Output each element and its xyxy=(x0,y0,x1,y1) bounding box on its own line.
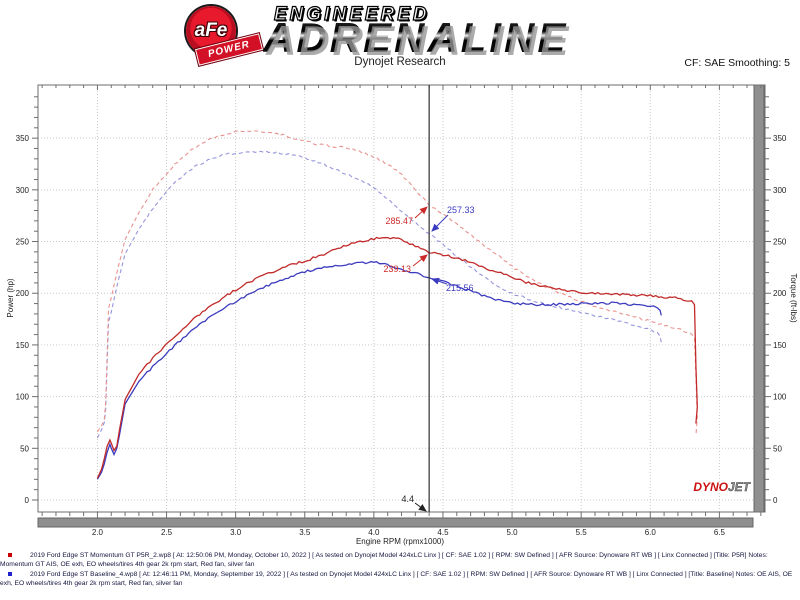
annotation-label-239.13: 239.13 xyxy=(383,264,411,274)
svg-text:150: 150 xyxy=(16,341,30,350)
annotation-label-215.56: 215.56 xyxy=(446,283,474,293)
horizontal-scrollbar[interactable] xyxy=(37,517,754,528)
svg-text:6.5: 6.5 xyxy=(714,528,726,537)
engineered-wordmark: ENGINEERED xyxy=(273,3,430,26)
annotation-label-285.47: 285.47 xyxy=(385,216,413,226)
grid-lines xyxy=(38,85,765,512)
svg-text:300: 300 xyxy=(16,186,30,195)
svg-text:50: 50 xyxy=(773,444,782,453)
run-legend: 2019 Ford Edge ST Momentum GT P5R_2.wp8 … xyxy=(0,551,796,589)
cursor-annotations: 285.47 257.33 239.13 215.56 4.4 xyxy=(383,205,475,512)
legend-entry-momentum: 2019 Ford Edge ST Momentum GT P5R_2.wp8 … xyxy=(0,551,796,569)
svg-text:100: 100 xyxy=(773,393,787,402)
vertical-scrollbar[interactable] xyxy=(753,84,765,513)
svg-text:4.0: 4.0 xyxy=(368,528,380,537)
annotation-arrow-257.33 xyxy=(431,214,449,232)
dynojet-watermark: DYNOJET xyxy=(693,480,751,494)
series-baseline_power-curve xyxy=(96,260,662,480)
axis-titles: Engine RPM (rpmx1000) Power (hp) Torque (f… xyxy=(6,273,798,546)
chart-title: Dynojet Research xyxy=(354,56,446,68)
legend-entry-baseline: 2019 Ford Edge ST Baseline_4.wp8 [ At: 1… xyxy=(0,570,796,588)
svg-text:250: 250 xyxy=(773,238,787,247)
x-axis-title: Engine RPM (rpmx1000) xyxy=(356,537,444,546)
axis-tick-labels: 2.0 2.5 3.0 3.5 4.0 4.5 5.0 5.5 6.0 6.5 0 0 50 50 100 1… xyxy=(16,134,787,537)
svg-text:150: 150 xyxy=(773,341,787,350)
afe-logo-text: aFe xyxy=(194,20,228,41)
dyno-curves xyxy=(96,130,698,480)
svg-text:5.0: 5.0 xyxy=(507,528,519,537)
svg-text:0: 0 xyxy=(773,496,778,505)
svg-text:350: 350 xyxy=(773,134,787,143)
annotation-arrow-215.56 xyxy=(431,277,448,285)
annotation-arrow-4.4 xyxy=(414,502,427,512)
adrenaline-wordmark: ADRENALINE xyxy=(263,14,569,61)
left-axis-title: Power (hp) xyxy=(6,278,15,317)
annotation-label-4.4: 4.4 xyxy=(401,494,414,504)
svg-text:3.5: 3.5 xyxy=(299,528,311,537)
svg-text:350: 350 xyxy=(16,134,30,143)
legend-marker-red xyxy=(8,553,12,557)
correction-factor-label: CF: SAE Smoothing: 5 xyxy=(684,57,790,69)
svg-text:250: 250 xyxy=(16,238,30,247)
annotation-arrow-239.13 xyxy=(412,254,428,267)
svg-text:2.0: 2.0 xyxy=(92,528,104,537)
svg-text:200: 200 xyxy=(16,289,30,298)
annotation-arrow-285.47 xyxy=(414,206,428,219)
right-axis-title: Torque (ft-lbs) xyxy=(789,273,798,323)
svg-text:0: 0 xyxy=(25,496,30,505)
axis-ticks xyxy=(32,85,771,518)
legend-marker-blue xyxy=(8,572,12,576)
svg-text:50: 50 xyxy=(20,444,29,453)
svg-text:5.5: 5.5 xyxy=(576,528,588,537)
legend-text-momentum: 2019 Ford Edge ST Momentum GT P5R_2.wp8 … xyxy=(0,552,768,568)
annotation-label-257.33: 257.33 xyxy=(447,205,475,215)
svg-text:300: 300 xyxy=(773,186,787,195)
svg-text:2.5: 2.5 xyxy=(161,528,173,537)
svg-text:3.0: 3.0 xyxy=(230,528,242,537)
series-momentum_torque-curve xyxy=(96,130,698,436)
header-banner: aFe POWER ENGINEERED ADRENALINE Dynojet … xyxy=(0,0,800,80)
series-baseline_torque-curve xyxy=(96,150,662,439)
svg-text:6.0: 6.0 xyxy=(645,528,657,537)
svg-text:200: 200 xyxy=(773,289,787,298)
series-momentum_power-curve xyxy=(96,236,698,479)
svg-text:4.5: 4.5 xyxy=(437,528,449,537)
svg-text:100: 100 xyxy=(16,393,30,402)
legend-text-baseline: 2019 Ford Edge ST Baseline_4.wp8 [ At: 1… xyxy=(0,571,793,587)
